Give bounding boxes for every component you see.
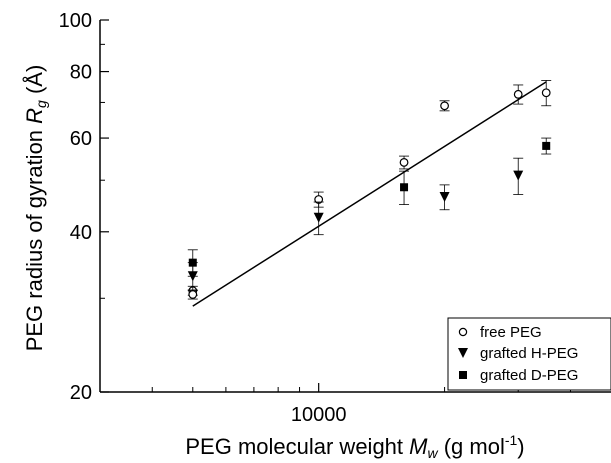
data-point (440, 101, 449, 111)
y-tick-label: 80 (70, 62, 92, 84)
x-axis-title: PEG molecular weight Mw (g mol-1) (185, 432, 524, 461)
legend-label-grafted-h-peg: grafted H-PEG (480, 345, 578, 362)
data-point (188, 258, 197, 267)
data-point (188, 290, 198, 299)
data-point (542, 141, 551, 150)
data-point (399, 158, 409, 167)
x-tick-label: 10000 (291, 404, 347, 426)
series-grafted-h-peg (187, 157, 524, 292)
y-axis-title: PEG radius of gyration Rg (Å) (22, 65, 49, 352)
data-point (513, 89, 523, 99)
data-point (313, 212, 324, 223)
legend-box (447, 317, 611, 391)
data-point (541, 88, 551, 98)
legend-label-grafted-d-peg: grafted D-PEG (480, 367, 578, 384)
data-points-layer (187, 80, 552, 300)
legend-marker-grafted-h-peg (458, 348, 468, 358)
axes-layer: 10000 20 40 60 80 100 (59, 10, 611, 426)
data-point (400, 183, 409, 192)
y-tick-label: 100 (59, 10, 92, 32)
legend: free PEG grafted H-PEG grafted D-PEG (447, 317, 611, 391)
data-point (439, 191, 450, 202)
y-tick-label: 40 (70, 222, 92, 244)
data-point (513, 170, 524, 181)
fit-line (192, 81, 547, 307)
series-grafted-d-peg (187, 137, 552, 277)
fit-line-layer (192, 81, 547, 307)
y-tick-label: 60 (70, 128, 92, 150)
legend-label-free-peg: free PEG (480, 324, 542, 341)
y-tick-label: 20 (70, 382, 92, 404)
legend-marker-grafted-d-peg (459, 371, 467, 379)
legend-marker-free-peg (458, 327, 468, 337)
series-free-peg (187, 80, 552, 300)
